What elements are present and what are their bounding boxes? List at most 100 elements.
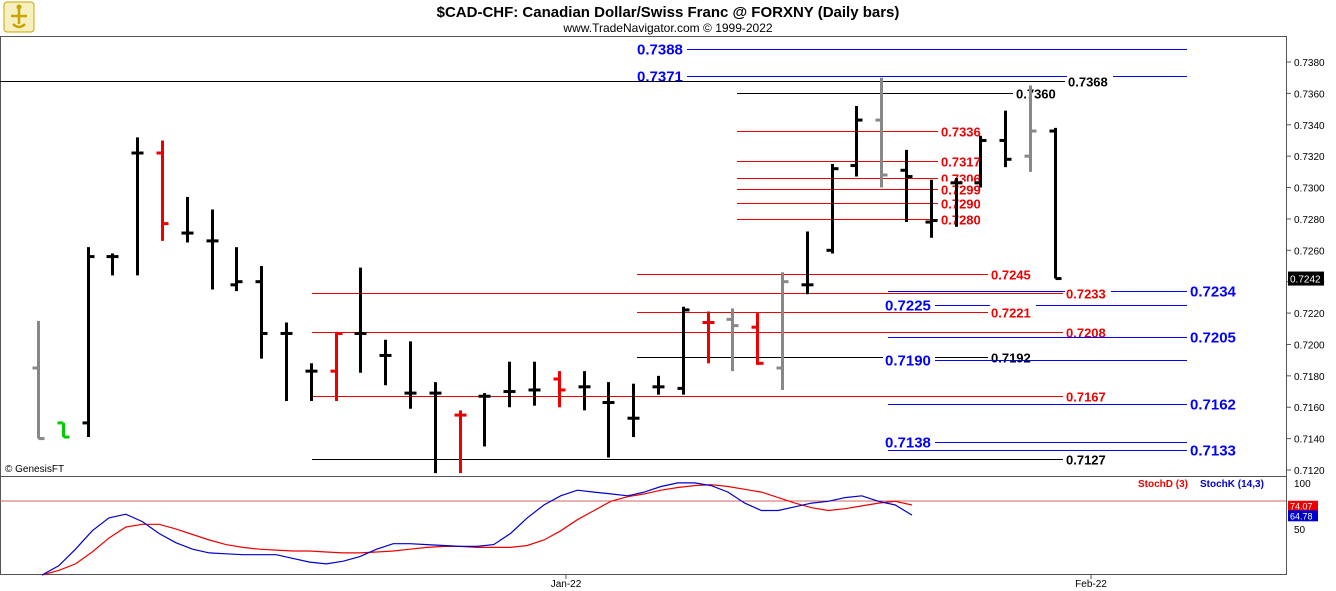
level-label-bg: [940, 153, 986, 169]
level-label: 0.7388: [637, 42, 683, 59]
level-label: 0.7280: [941, 213, 981, 228]
level-label-bg: [940, 195, 986, 211]
main-panel-frame: [0, 36, 1287, 477]
level-label: 0.7245: [991, 268, 1031, 283]
ohlc-bar: [801, 231, 814, 295]
level-label-bg: [1189, 283, 1235, 299]
ohlc-bar: [677, 306, 690, 395]
ohlc-bar: [553, 371, 566, 408]
logo-icon: [3, 1, 35, 33]
level-label: 0.7360: [1016, 87, 1056, 102]
time-axis: Jan-22 Feb-22: [551, 575, 1107, 590]
ohlc-bar: [305, 363, 318, 401]
stochk-last-badge: [1288, 510, 1318, 522]
ohlc-bar: [950, 178, 963, 227]
level-label-bg: [940, 181, 986, 197]
price-tick-label: 0.7320: [1294, 152, 1325, 163]
last-price-label: 0.7242: [1290, 275, 1321, 286]
ohlc-bar: [826, 164, 839, 254]
ohlc-bar: [751, 313, 764, 365]
ohlc-bar: [379, 339, 392, 386]
level-label-bg: [1067, 73, 1113, 89]
ohlc-bar: [206, 209, 219, 290]
level-label-bg: [635, 67, 687, 84]
ohlc-bar: [454, 410, 467, 474]
level-label: 0.7290: [941, 197, 981, 212]
ohlc-bar: [57, 421, 70, 439]
price-tick-label: 0.7140: [1294, 435, 1325, 446]
ohlc-bars: [32, 77, 1062, 474]
stochd-last-badge: [1288, 500, 1318, 512]
stochk-line: [41, 482, 913, 576]
stochk-legend: StochK (14,3): [1200, 479, 1264, 490]
chart-subtitle: www.TradeNavigator.com © 1999-2022: [562, 21, 772, 35]
level-label-bg: [1065, 451, 1111, 467]
stochd-legend: StochD (3): [1138, 479, 1188, 490]
frames: [0, 36, 1287, 575]
ohlc-bar: [429, 382, 442, 474]
price-tick-label: 0.7120: [1294, 466, 1325, 477]
time-tick-label: Feb-22: [1075, 579, 1107, 590]
price-tick-label: 0.7360: [1294, 89, 1325, 100]
ohlc-bar: [1024, 85, 1037, 172]
ohlc-bar: [578, 371, 591, 411]
ohlc-bar: [702, 311, 715, 364]
ohlc-bar: [1049, 127, 1062, 281]
level-label: 0.7336: [941, 125, 981, 140]
ohlc-bar: [776, 272, 789, 390]
level-label: 0.7138: [885, 435, 931, 452]
ohlc-bar: [652, 375, 665, 395]
stochd-line: [41, 484, 913, 576]
header: $CAD-CHF: Canadian Dollar/Swiss Franc @ …: [3, 1, 899, 35]
price-tick-label: 0.7280: [1294, 215, 1325, 226]
level-label-bg: [990, 266, 1036, 282]
ohlc-bar: [503, 361, 516, 408]
ohlc-bar: [330, 331, 343, 401]
level-label-bg: [1065, 388, 1111, 404]
ohlc-bar: [478, 393, 491, 447]
ohlc-bar: [32, 320, 45, 441]
ohlc-bar: [850, 105, 863, 177]
ohlc-bar: [875, 77, 888, 188]
level-label: 0.7167: [1066, 390, 1106, 405]
level-label-bg: [940, 211, 986, 227]
ohlc-bar: [82, 247, 95, 438]
level-label: 0.7317: [941, 155, 981, 170]
price-tick-label: 0.7380: [1294, 58, 1325, 69]
price-tick-label: 0.7220: [1294, 309, 1325, 320]
level-label: 0.7225: [885, 298, 931, 315]
level-label: 0.7371: [637, 69, 683, 86]
ohlc-bar: [404, 341, 417, 409]
level-label: 0.7299: [941, 183, 981, 198]
last-price-badge: [1288, 271, 1324, 286]
ohlc-bar: [974, 135, 987, 188]
level-label-bg: [883, 351, 935, 368]
price-tick-label: 0.7300: [1294, 184, 1325, 195]
ohlc-bar: [354, 267, 367, 373]
time-tick-label: Jan-22: [551, 579, 582, 590]
ohlc-bar: [999, 110, 1012, 168]
level-label: 0.7233: [1066, 287, 1106, 302]
stoch-tick-label: 50: [1294, 525, 1306, 536]
level-label-bg: [883, 433, 935, 450]
level-label: 0.7234: [1190, 284, 1237, 301]
level-label: 0.7162: [1190, 397, 1236, 414]
level-label-bg: [635, 40, 687, 57]
level-label: 0.7221: [991, 306, 1031, 321]
level-label-bg: [1065, 324, 1111, 340]
ohlc-bar: [726, 308, 739, 372]
level-label-bg: [1189, 329, 1235, 345]
level-label-bg: [990, 304, 1036, 320]
level-label: 0.7190: [885, 353, 931, 370]
level-label: 0.7127: [1066, 453, 1106, 468]
level-label-bg: [1189, 396, 1235, 412]
price-tick-label: 0.7340: [1294, 121, 1325, 132]
level-label-bg: [883, 296, 935, 313]
stoch-tick-label: 100: [1294, 479, 1311, 490]
price-tick-label: 0.7160: [1294, 403, 1325, 414]
stochk-last-label: 64.78: [1290, 511, 1313, 521]
ohlc-bar: [131, 137, 144, 276]
